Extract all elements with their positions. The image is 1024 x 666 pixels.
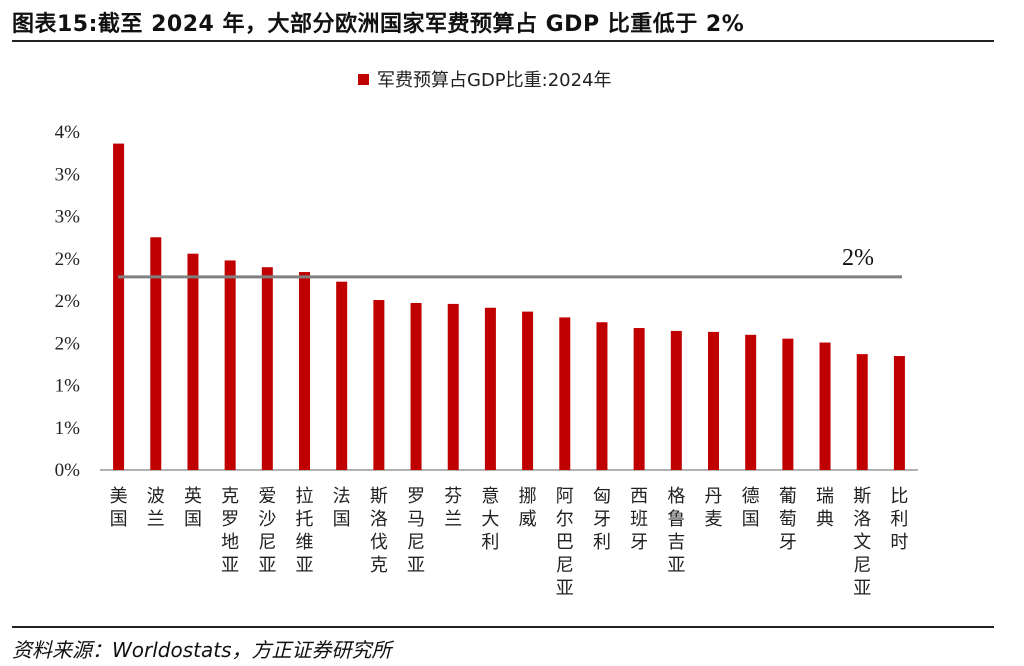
y-axis-ticks: 0% 1% 1% 2% 2% 2% 3% 3% 4%: [55, 122, 81, 481]
category-label: 克罗地亚: [221, 486, 239, 576]
bar: [745, 334, 757, 470]
y-tick-label: 1%: [55, 376, 81, 397]
bar: [856, 354, 868, 470]
source-note: 资料来源：Worldostats，方正证券研究所: [12, 638, 392, 662]
bar: [559, 317, 571, 470]
y-tick-label: 3%: [55, 164, 81, 185]
category-label: 爱沙尼亚: [258, 486, 276, 576]
bar: [187, 253, 199, 470]
category-label: 西班牙: [630, 486, 648, 553]
category-label: 格鲁吉亚: [667, 486, 685, 576]
category-label: 瑞典: [816, 486, 834, 530]
y-tick-label: 4%: [55, 122, 81, 143]
category-label: 匈牙利: [593, 486, 611, 553]
bar: [373, 300, 385, 470]
category-label: 美国: [110, 486, 128, 530]
bar: [782, 338, 794, 470]
category-label: 芬兰: [444, 486, 462, 530]
category-label: 斯洛文尼亚: [853, 486, 871, 599]
y-tick-label: 1%: [55, 418, 81, 439]
bar: [633, 328, 645, 470]
bar: [708, 331, 719, 470]
y-tick-label: 2%: [55, 291, 81, 312]
bar: [447, 303, 459, 470]
legend-swatch: [358, 74, 369, 85]
bar: [893, 356, 905, 470]
title-divider: [12, 40, 994, 42]
y-tick-label: 2%: [55, 249, 81, 270]
bar: [410, 302, 422, 470]
bars: [113, 143, 905, 471]
chart-svg: 军费预算占GDP比重:2024年 0% 1% 1% 2% 2% 2% 3% 3% 4% 美国波兰…: [55, 70, 918, 599]
y-tick-label: 2%: [55, 333, 81, 354]
category-label: 波兰: [147, 486, 165, 530]
bar: [261, 267, 273, 470]
category-label: 英国: [184, 486, 202, 530]
bar: [113, 143, 125, 471]
category-label: 葡萄牙: [779, 486, 797, 553]
category-label: 德国: [742, 486, 760, 530]
category-label: 法国: [333, 486, 351, 530]
legend-label: 军费预算占GDP比重:2024年: [377, 70, 612, 91]
category-label: 意大利: [481, 486, 499, 553]
bar: [596, 322, 608, 470]
reference-line-label: 2%: [842, 245, 874, 271]
reference-line-group: 2%: [118, 245, 902, 279]
bar: [670, 330, 682, 470]
bar: [819, 342, 831, 470]
footer-divider: [12, 626, 994, 628]
bar: [522, 311, 534, 470]
bar: [336, 281, 348, 470]
category-label: 斯洛伐克: [370, 486, 388, 576]
bar: [224, 260, 236, 470]
bar: [150, 237, 162, 470]
legend: 军费预算占GDP比重:2024年: [358, 70, 612, 91]
bar: [484, 307, 496, 470]
category-label: 挪威: [519, 486, 537, 530]
category-label: 比利时: [890, 486, 908, 553]
category-label: 拉托维亚: [296, 486, 314, 576]
y-tick-label: 3%: [55, 207, 81, 228]
bar: [299, 272, 310, 470]
category-label: 阿尔巴尼亚: [556, 486, 574, 599]
chart-title: 图表15:截至 2024 年，大部分欧洲国家军费预算占 GDP 比重低于 2%: [12, 12, 745, 37]
category-label: 罗马尼亚: [407, 486, 425, 576]
category-label: 丹麦: [705, 486, 723, 530]
y-tick-label: 0%: [55, 460, 81, 481]
